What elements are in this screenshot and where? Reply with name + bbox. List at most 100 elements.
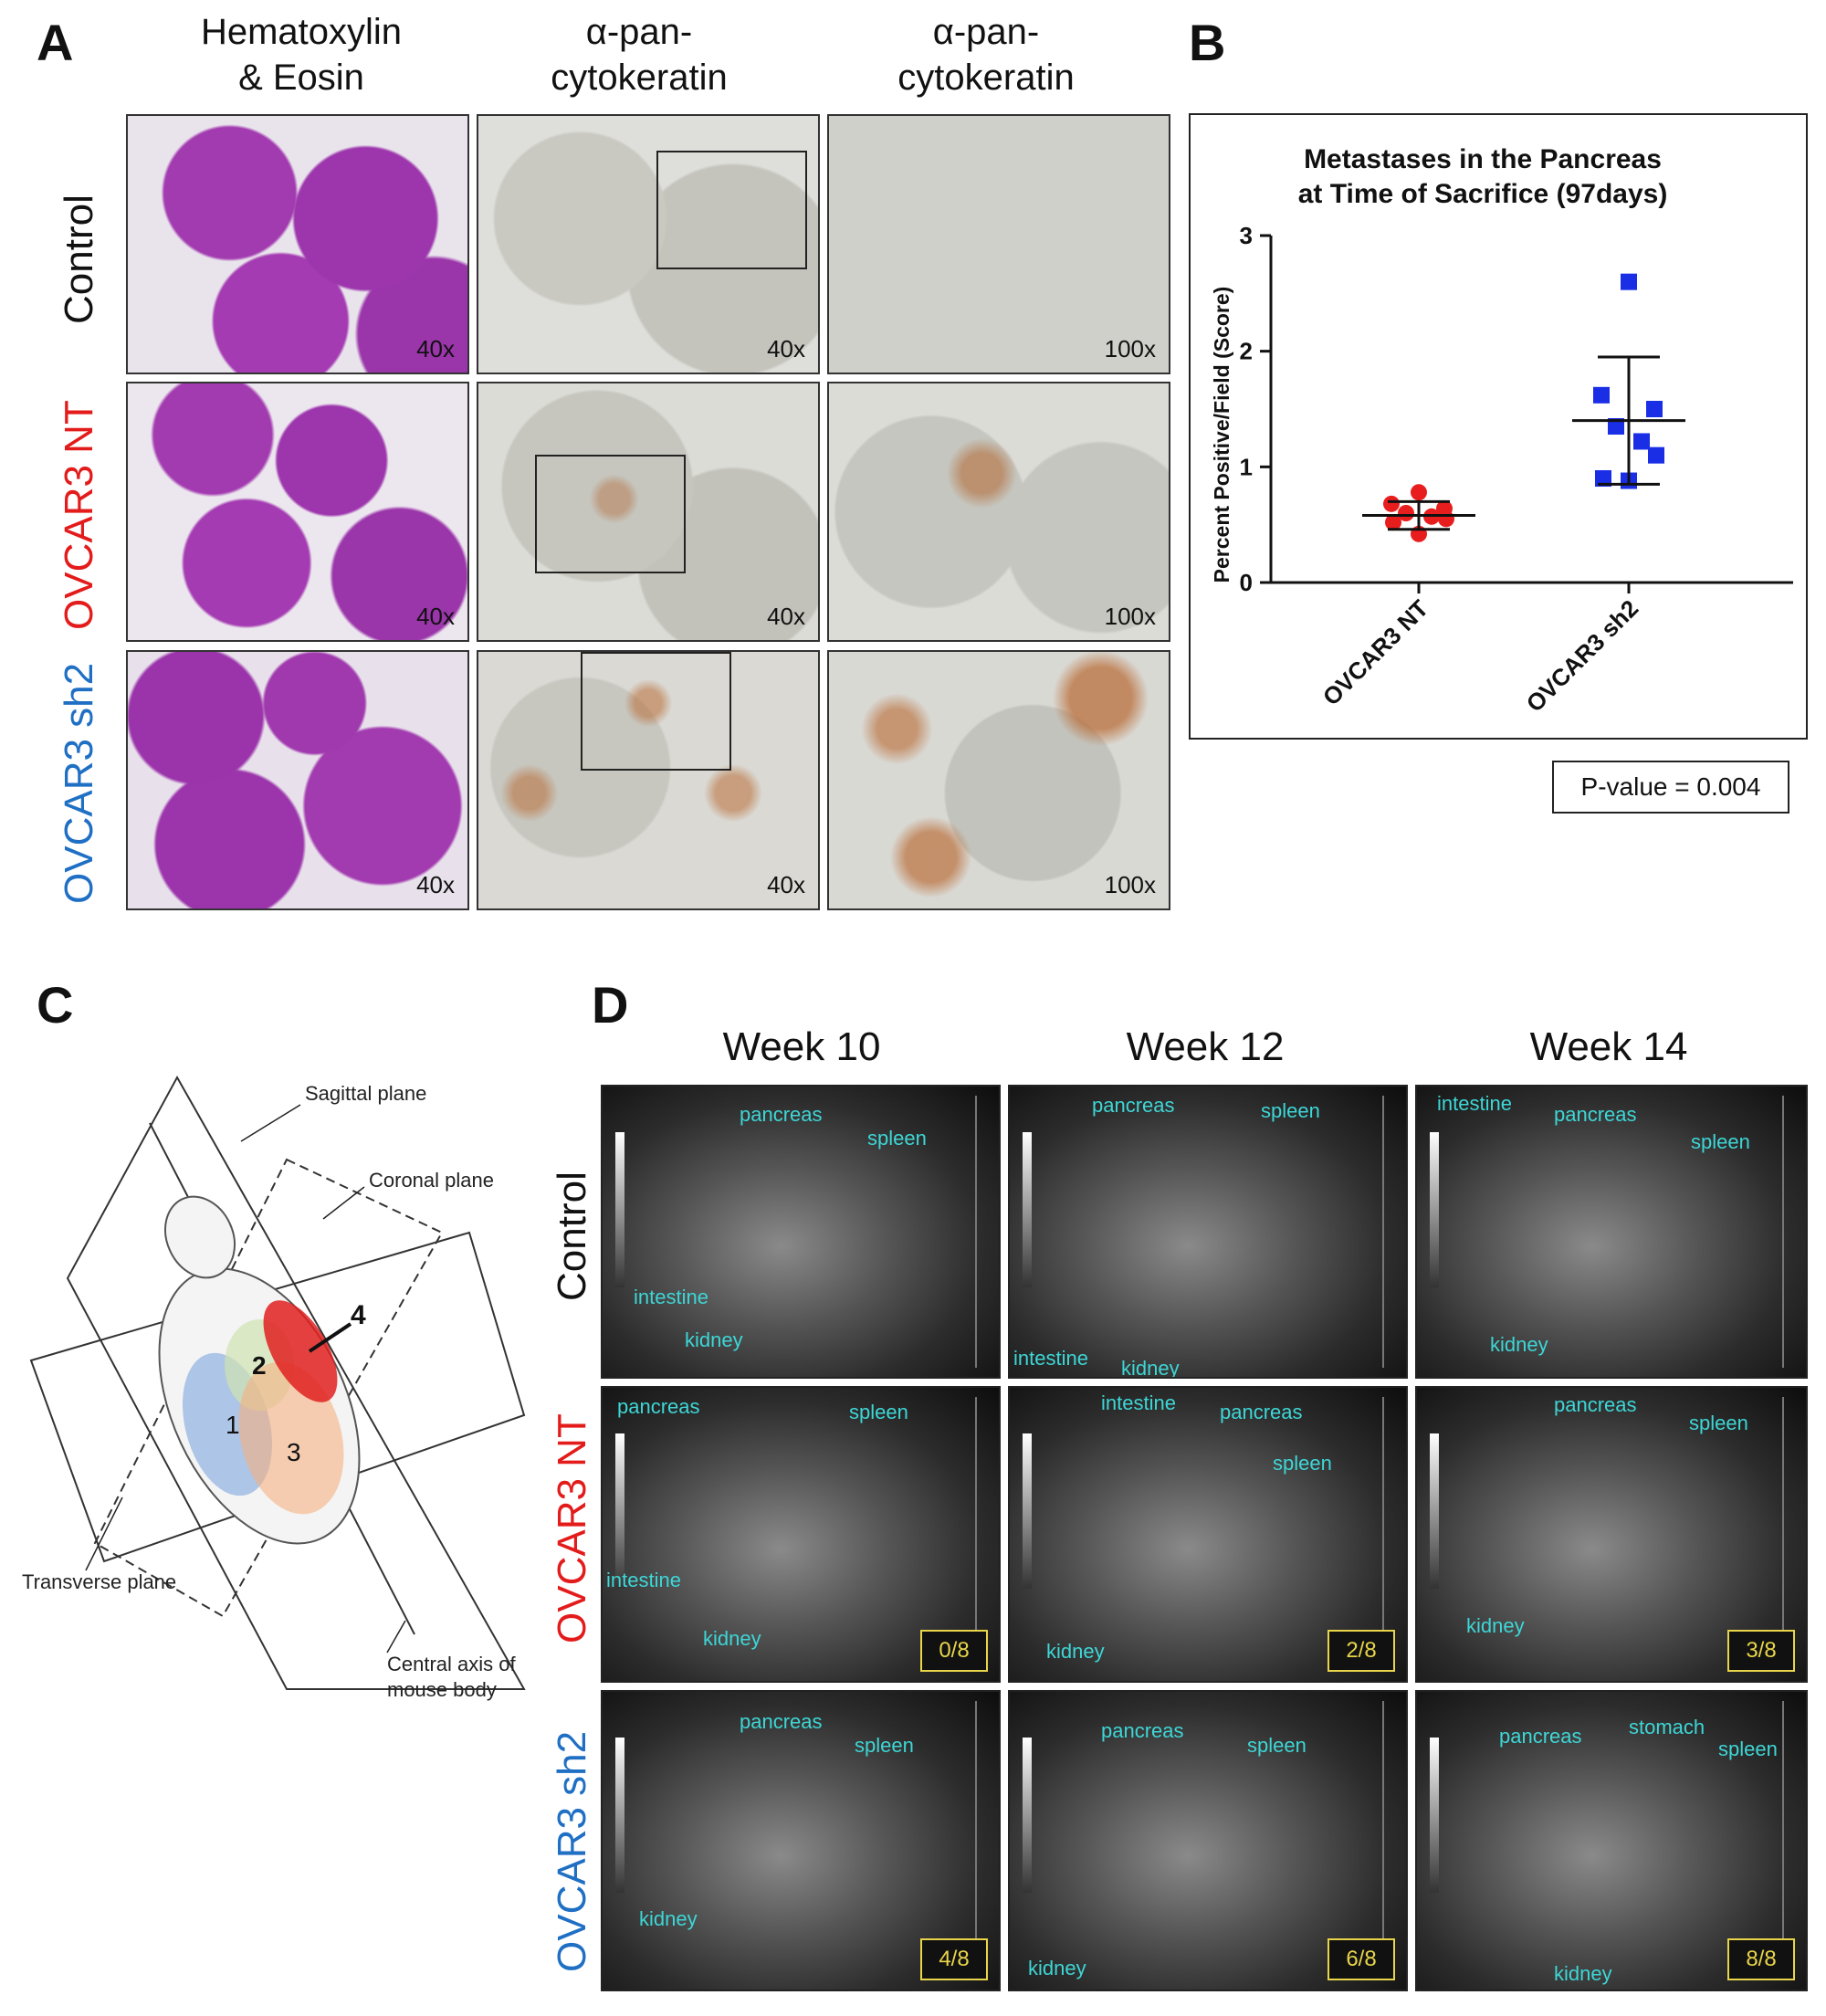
zoom-inset-box [581,652,731,771]
region-2-label: 2 [252,1351,267,1380]
col-header-cytokeratin-100x: α-pan- cytokeratin [897,12,1075,98]
label-intestine: intestine [1101,1391,1176,1414]
region-1-label: 1 [226,1411,240,1439]
gain-bar [615,1738,624,1893]
y-axis-label: Percent Positive/Field (Score) [1210,287,1233,583]
row-label-ovcar3-nt: OVCAR3 NT [57,400,101,630]
sagittal-pointer [240,1104,301,1142]
label-spleen: spleen [1718,1738,1778,1760]
label-intestine: intestine [634,1286,708,1308]
data-point [1633,433,1650,450]
data-point [1593,386,1610,404]
ultrasound-control-week12: pancreas spleen intestine kidney [1008,1085,1408,1379]
label-pancreas: pancreas [1554,1393,1637,1416]
gain-bar [1430,1433,1439,1589]
gain-bar [1023,1738,1032,1893]
label-kidney: kidney [639,1907,698,1930]
chart-title-line-2: at Time of Sacrifice (97days) [1298,179,1668,209]
ck-control-40x-image: 40x [477,114,820,374]
central-axis-label-line-2: mouse body [387,1678,497,1701]
label-kidney: kidney [703,1627,761,1650]
data-point [1648,446,1664,464]
gain-bar [615,1132,624,1287]
data-marks [1362,273,1685,542]
y-tick-label: 1 [1240,453,1253,480]
gain-bar [1430,1738,1439,1893]
week-12-header: Week 12 [1126,1024,1285,1069]
mouse-head [164,1195,236,1279]
label-kidney: kidney [685,1328,743,1351]
depth-scale [1382,1096,1384,1368]
data-point [1385,514,1401,531]
ck-nt-40x-image: 40x [477,382,820,642]
central-axis-pointer [386,1620,406,1654]
label-spleen: spleen [867,1127,927,1150]
ultrasound-nt-week10: pancreas spleen intestine kidney 0/8 [601,1386,1001,1683]
sagittal-plane [66,1075,526,1690]
region-4 [263,1300,338,1402]
label-spleen: spleen [855,1734,914,1757]
transverse-plane-label: Transverse plane [22,1570,176,1593]
label-intestine: intestine [1437,1092,1512,1115]
data-point [1621,273,1637,290]
ck-sh2-40x-image: 40x [477,650,820,910]
scatter-chart-frame: Metastases in the Pancreas at Time of Sa… [1189,113,1808,740]
data-point [1411,484,1427,501]
x-tick-label: OVCAR3 NT [1317,594,1434,711]
magnification-label: 40x [416,603,455,630]
region-4-label: 4 [351,1300,366,1330]
mouse-planes-diagram: 1 2 3 4 Sagittal plane Coronal plane Tra… [22,1075,526,1701]
label-kidney: kidney [1554,1962,1612,1985]
data-point [1608,418,1624,435]
ultrasound-sh2-week12: pancreas spleen kidney 6/8 [1008,1690,1408,1991]
coronal-plane-label: Coronal plane [369,1169,494,1192]
us-row-label-control: Control [550,1171,594,1301]
magnification-label: 40x [416,335,455,362]
chart-title-line-1: Metastases in the Pancreas [1304,144,1662,174]
ck-nt-100x-image: 100x [827,382,1170,642]
label-pancreas: pancreas [1554,1103,1637,1126]
depth-scale [1382,1701,1384,1980]
label-pancreas: pancreas [617,1395,700,1418]
ultrasound-nt-week14: pancreas spleen kidney 3/8 [1415,1386,1808,1683]
gain-bar [615,1433,624,1589]
fraction-badge: 3/8 [1727,1630,1795,1672]
row-label-control: Control [57,194,101,324]
y-ticks: 0 1 2 3 [1240,222,1271,596]
y-axis [1269,236,1793,584]
panel-d-letter: D [592,976,629,1034]
label-spleen: spleen [1261,1099,1320,1122]
panel-b-letter: B [1189,14,1226,71]
label-kidney: kidney [1490,1333,1548,1356]
ck-sh2-100x-image: 100x [827,650,1170,910]
gain-bar [1023,1132,1032,1287]
y-tick-label: 3 [1240,222,1253,249]
fraction-badge: 8/8 [1727,1938,1795,1980]
row-label-ovcar3-sh2: OVCAR3 sh2 [57,662,101,904]
week-14-header: Week 14 [1529,1024,1688,1069]
depth-scale [975,1701,977,1980]
gain-bar [1023,1433,1032,1589]
panel-a-letter: A [37,14,74,71]
coronal-pointer [322,1186,365,1220]
label-kidney: kidney [1466,1614,1525,1637]
depth-scale [1782,1397,1784,1672]
magnification-label: 100x [1104,335,1156,362]
fraction-badge: 2/8 [1328,1630,1395,1672]
label-pancreas: pancreas [1092,1094,1175,1117]
magnification-label: 40x [416,871,455,898]
depth-scale [975,1096,977,1368]
ultrasound-sh2-week10: pancreas spleen kidney 4/8 [601,1690,1001,1991]
fraction-badge: 0/8 [920,1630,988,1672]
y-tick-label: 0 [1240,569,1253,596]
magnification-label: 100x [1104,603,1156,630]
depth-scale [975,1397,977,1672]
fraction-badge: 6/8 [1328,1938,1395,1980]
label-spleen: spleen [1273,1452,1332,1475]
label-stomach: stomach [1629,1716,1705,1738]
label-pancreas: pancreas [740,1710,823,1733]
x-tick-label: OVCAR3 sh2 [1521,594,1644,718]
he-sh2-image: 40x [126,650,469,910]
label-kidney: kidney [1046,1640,1105,1663]
depth-scale [1782,1701,1784,1980]
